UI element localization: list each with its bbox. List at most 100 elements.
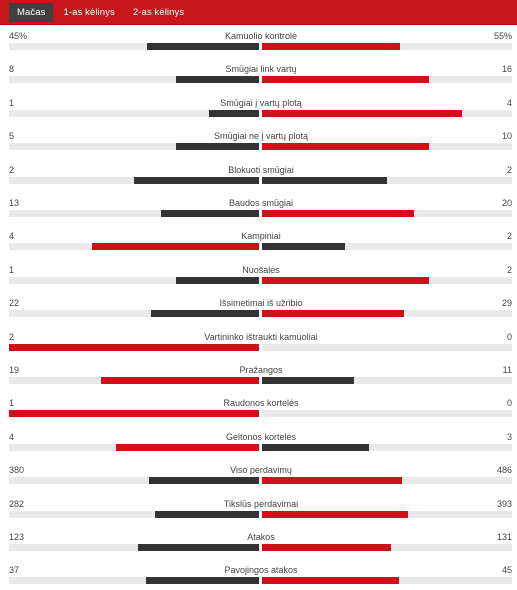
home-value: 380 [9, 465, 25, 476]
away-bar [262, 577, 400, 585]
home-bar [154, 510, 259, 518]
stat-label: Geltonos kortelės [225, 431, 297, 442]
stat-label: Pražangos [239, 365, 283, 375]
home-value: 1 [9, 264, 15, 275]
home-bar [160, 210, 259, 217]
away-bar-track [262, 577, 512, 585]
home-bar-track [9, 510, 259, 518]
stat-label: Nuošalės [242, 264, 280, 275]
home-bar-track [9, 76, 259, 84]
stat-row: 19 Pražangos 11 [0, 359, 517, 392]
home-bar [9, 410, 259, 418]
home-bar [151, 310, 259, 318]
away-bar-track [262, 210, 512, 217]
away-value: 55% [493, 31, 512, 41]
period-tabs: Mačas 1-as kėlinys 2-as kėlinys [0, 0, 517, 25]
tab-match[interactable]: Mačas [9, 2, 54, 22]
stat-row: 13 Baudos smūgiai 20 [0, 192, 517, 225]
stat-label: Pavojingos atakos [224, 565, 298, 576]
stat-row: 4 Geltonos kortelės 3 [0, 426, 517, 459]
away-bar-track [262, 109, 512, 117]
tab-first-half[interactable]: 1-as kėlinys [63, 6, 115, 18]
home-value: 2 [9, 331, 15, 342]
stat-label: Viso perdavimų [230, 465, 292, 476]
home-value: 4 [9, 231, 15, 242]
stat-row: 282 Tikslūs perdavimai 393 [0, 493, 517, 526]
away-bar-track [262, 276, 512, 284]
away-value: 2 [506, 231, 512, 242]
away-bar [262, 276, 429, 284]
away-value: 486 [496, 465, 512, 476]
stat-label: Smūgiai ne į vartų plotą [213, 131, 309, 142]
home-bar-track [9, 143, 259, 151]
away-bar-track [262, 43, 512, 50]
away-bar-track [262, 243, 512, 251]
home-bar [100, 377, 259, 384]
home-bar [9, 343, 259, 351]
home-value: 19 [9, 365, 20, 375]
stat-label: Blokuoti smūgiai [228, 164, 294, 175]
away-bar-track [262, 477, 512, 485]
away-bar-track [262, 544, 512, 551]
away-value: 4 [506, 97, 512, 108]
home-bar-track [9, 243, 259, 251]
stat-row: 5 Smūgiai ne į vartų plotą 10 [0, 125, 517, 158]
stat-row: 22 Išsimetimai iš užribio 29 [0, 292, 517, 325]
away-value: 0 [506, 398, 512, 409]
home-bar-track [9, 410, 259, 418]
stat-row: 1 Raudonos kortelės 0 [0, 392, 517, 425]
home-bar-track [9, 276, 259, 284]
stat-row: 4 Kampiniai 2 [0, 225, 517, 258]
stat-label: Tikslūs perdavimai [223, 498, 299, 509]
away-value: 16 [501, 64, 512, 75]
home-value: 22 [9, 298, 20, 309]
home-bar-track [9, 544, 259, 551]
home-bar [92, 243, 259, 251]
home-bar-track [9, 210, 259, 217]
away-bar [262, 176, 387, 184]
stat-label: Smūgiai link vartų [225, 64, 297, 75]
home-value: 123 [9, 532, 25, 542]
home-bar [175, 76, 259, 84]
away-bar-track [262, 76, 512, 84]
away-value: 131 [496, 532, 512, 542]
stat-row: 380 Viso perdavimų 486 [0, 459, 517, 492]
home-bar-track [9, 443, 259, 451]
home-bar-track [9, 343, 259, 351]
home-bar-track [9, 477, 259, 485]
home-value: 37 [9, 565, 20, 576]
away-bar-track [262, 310, 512, 318]
home-bar [175, 276, 259, 284]
tab-second-half[interactable]: 2-as kėlinys [132, 6, 185, 18]
stat-row: 123 Atakos 131 [0, 526, 517, 559]
home-value: 45% [9, 31, 28, 41]
away-bar [262, 477, 403, 485]
home-bar [146, 577, 259, 585]
stat-label: Kamuolio kontrolė [224, 31, 298, 41]
home-bar [146, 43, 259, 50]
home-bar [134, 176, 259, 184]
away-value: 2 [506, 164, 512, 175]
away-value: 20 [501, 198, 512, 208]
away-bar [262, 109, 462, 117]
stat-row: 1 Smūgiai į vartų plotą 4 [0, 92, 517, 125]
home-bar-track [9, 310, 259, 318]
home-value: 2 [9, 164, 15, 175]
home-value: 13 [9, 198, 20, 208]
home-bar [149, 477, 259, 485]
home-bar-track [9, 109, 259, 117]
stat-row: 45% Kamuolio kontrolė 55% [0, 25, 517, 58]
away-value: 45 [501, 565, 512, 576]
away-value: 393 [496, 498, 512, 509]
home-value: 8 [9, 64, 15, 75]
stat-label: Kampiniai [241, 231, 281, 242]
home-bar [209, 109, 259, 117]
stat-row: 2 Vartininko ištraukti kamuoliai 0 [0, 326, 517, 359]
away-value: 0 [506, 331, 512, 342]
away-bar [262, 43, 400, 50]
away-bar-track [262, 377, 512, 384]
home-bar [175, 143, 259, 151]
stat-label: Baudos smūgiai [228, 198, 294, 208]
away-value: 10 [501, 131, 512, 142]
away-bar [262, 243, 346, 251]
